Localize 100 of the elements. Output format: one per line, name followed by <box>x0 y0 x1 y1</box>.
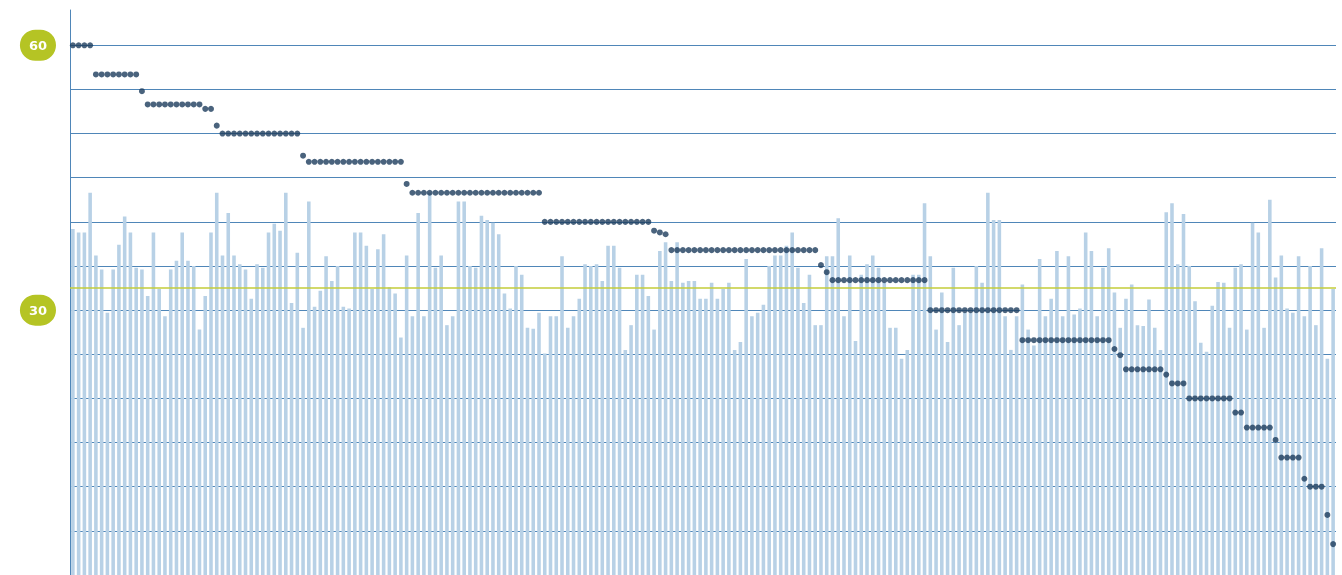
bar <box>416 213 420 575</box>
bar <box>226 213 231 575</box>
bar <box>1141 326 1146 575</box>
bar <box>1331 288 1335 575</box>
bar <box>94 255 98 575</box>
bar <box>744 258 748 575</box>
bar <box>445 325 449 575</box>
bar <box>260 267 265 575</box>
bar <box>1291 312 1295 575</box>
bar <box>1216 281 1220 575</box>
bar <box>1198 342 1203 575</box>
bar <box>554 316 559 575</box>
bar <box>180 232 184 575</box>
bar <box>462 201 466 575</box>
bar <box>191 266 196 575</box>
bar <box>537 312 541 575</box>
bar <box>519 274 524 575</box>
bar <box>836 218 841 575</box>
bar <box>209 232 213 575</box>
bar <box>1268 199 1272 575</box>
bar <box>1187 266 1192 575</box>
bar <box>934 329 938 575</box>
bar <box>819 325 823 575</box>
bar <box>347 308 351 575</box>
y-tick-label: 30 <box>28 302 47 318</box>
bar <box>1170 203 1174 575</box>
bar <box>583 264 587 575</box>
bar <box>1078 308 1082 575</box>
bar <box>111 269 115 575</box>
bar <box>422 316 426 575</box>
bar <box>468 266 472 575</box>
bar <box>957 325 961 575</box>
bar <box>491 222 495 575</box>
bar <box>307 201 311 575</box>
bar <box>675 242 679 575</box>
bar <box>485 220 489 575</box>
bar <box>117 244 121 575</box>
bar <box>1152 327 1157 575</box>
bar <box>324 256 328 575</box>
bar <box>232 255 236 575</box>
bar <box>1124 298 1128 575</box>
bar <box>1222 282 1226 575</box>
bar <box>1193 301 1197 575</box>
bar <box>353 232 357 575</box>
bar <box>1308 266 1312 575</box>
bar <box>1245 329 1249 575</box>
bar <box>163 316 167 575</box>
bar <box>790 232 794 575</box>
bar <box>71 228 75 575</box>
bar <box>721 288 725 575</box>
bar <box>980 282 984 575</box>
bar <box>237 264 242 575</box>
y-tick-label: 60 <box>28 37 47 53</box>
bar <box>301 327 305 575</box>
bar <box>560 256 564 575</box>
bar <box>606 245 610 575</box>
bar <box>186 260 190 575</box>
bar <box>1262 327 1266 575</box>
bar <box>134 267 138 575</box>
bar <box>652 329 656 575</box>
bar <box>1147 299 1151 575</box>
bar <box>589 266 593 575</box>
bar <box>565 327 570 575</box>
bar <box>727 282 731 575</box>
bar <box>1239 264 1243 575</box>
bar <box>249 298 254 575</box>
bar <box>1175 264 1180 575</box>
bar <box>203 296 208 575</box>
bar <box>629 325 633 575</box>
bar <box>847 255 852 575</box>
bar <box>681 282 685 575</box>
bar <box>870 255 875 575</box>
bar <box>750 316 754 575</box>
bar <box>1055 251 1059 575</box>
bar <box>813 325 817 575</box>
bar <box>399 337 403 575</box>
bar <box>842 316 846 575</box>
bar <box>796 267 800 575</box>
bar <box>1164 212 1169 575</box>
bar <box>284 192 288 575</box>
bar <box>612 245 616 575</box>
bar <box>370 288 374 575</box>
bar <box>140 269 144 575</box>
bar <box>824 256 829 575</box>
bar <box>278 230 282 575</box>
bar <box>888 327 892 575</box>
bar <box>865 264 869 575</box>
bar <box>767 266 771 575</box>
bar <box>986 192 990 575</box>
bar <box>1285 308 1289 575</box>
bar <box>514 266 518 575</box>
bar <box>157 288 161 575</box>
bar <box>508 308 513 575</box>
bar <box>698 298 702 575</box>
bar <box>940 292 944 575</box>
bar <box>1026 329 1030 575</box>
bar <box>859 274 864 575</box>
bar <box>577 298 582 575</box>
bar <box>1210 305 1215 575</box>
bar <box>911 274 915 575</box>
